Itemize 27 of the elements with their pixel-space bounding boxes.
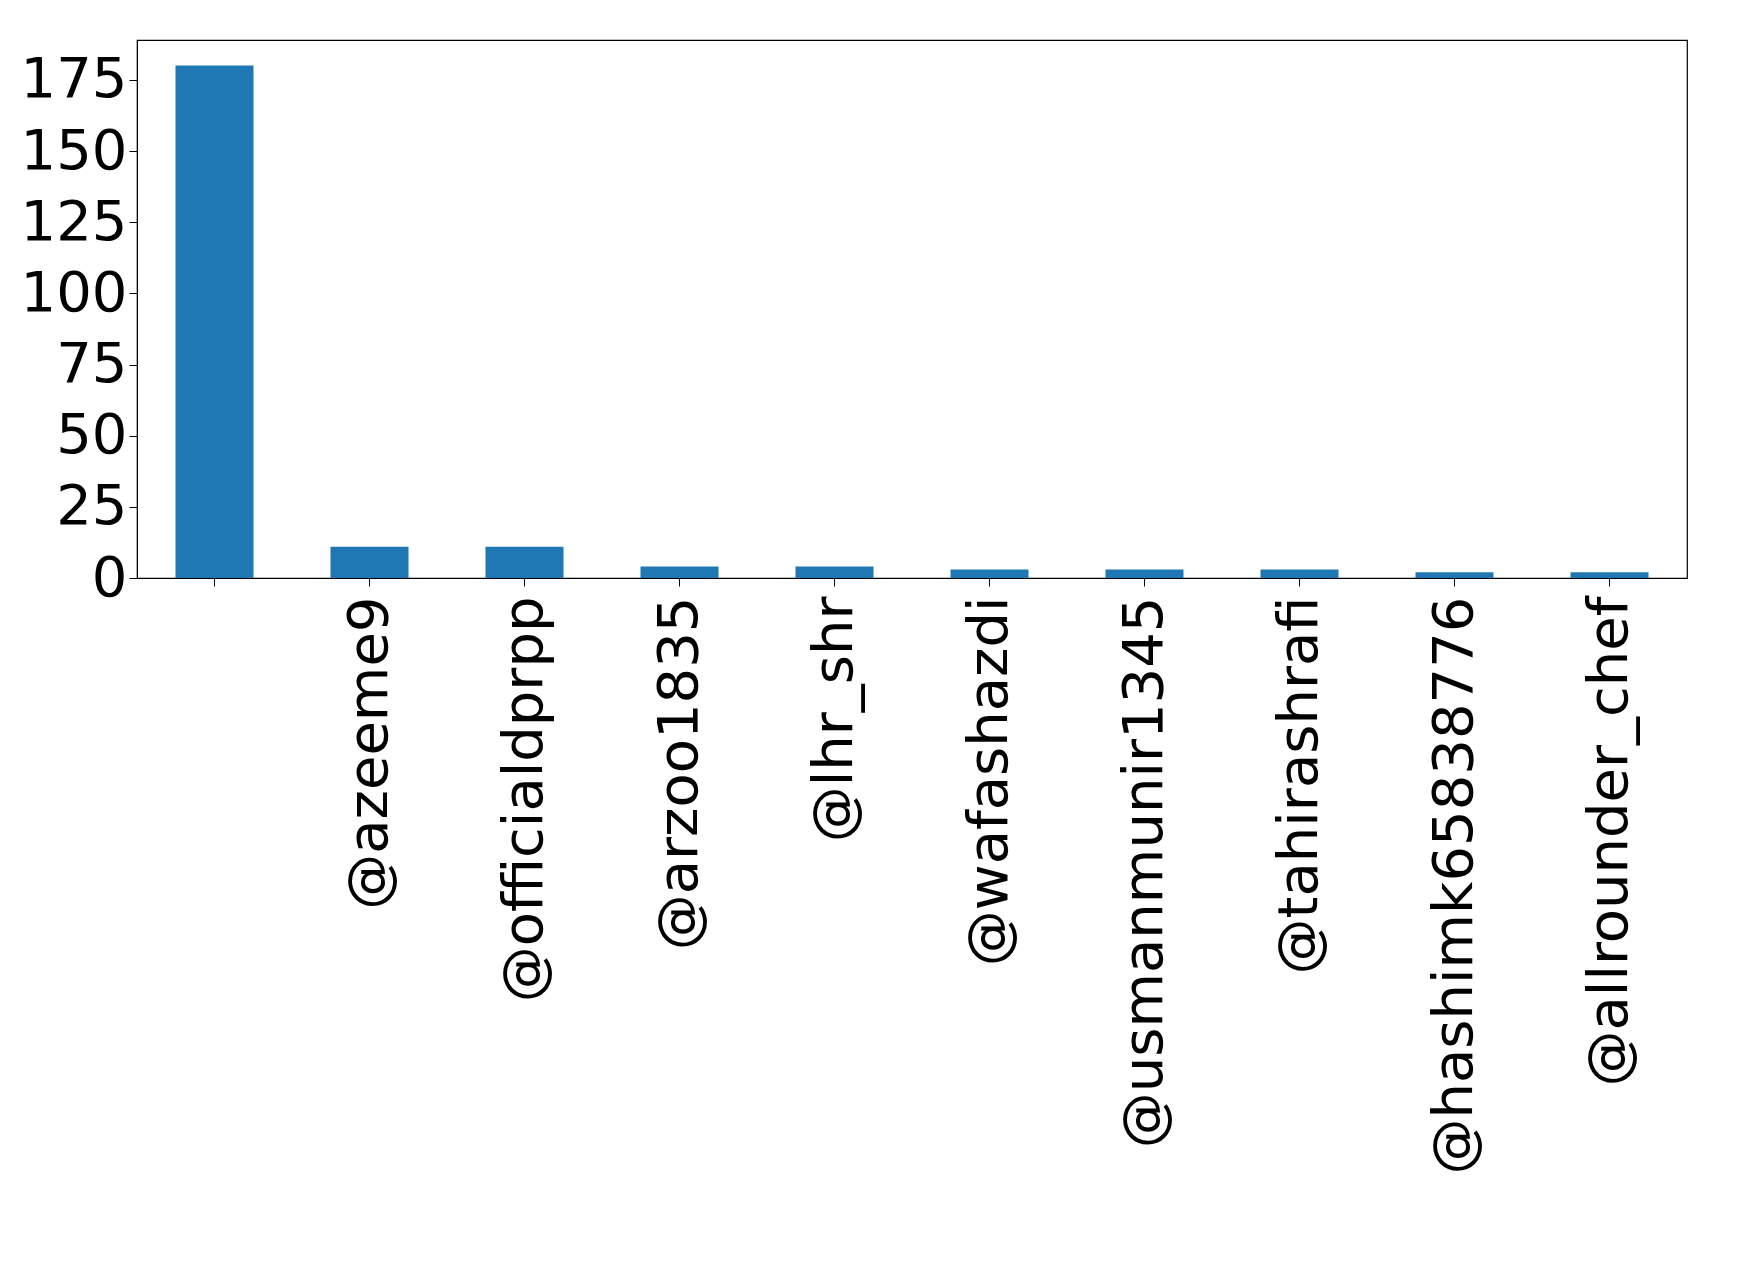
bar [330, 546, 409, 578]
y-tick-label: 25 [56, 472, 128, 538]
y-tick-label: 125 [20, 187, 128, 253]
y-tick-label: 75 [56, 330, 128, 396]
x-tick-label: @wafashazdi [954, 596, 1020, 967]
x-tick-label: @tahirashrafi [1264, 596, 1330, 975]
y-tick-label: 0 [91, 543, 128, 609]
bar [175, 65, 254, 578]
bar [1260, 569, 1339, 578]
bar [640, 566, 719, 578]
bar [1105, 569, 1184, 578]
y-tick-label: 50 [56, 401, 128, 467]
x-tick-label: @azeeme9 [334, 596, 400, 910]
bar [950, 569, 1029, 578]
x-tick-label: @lhr_shr [799, 595, 865, 843]
bar [1415, 572, 1494, 578]
y-tick-label: 100 [20, 258, 128, 324]
y-tick-label: 150 [20, 116, 128, 182]
x-tick-label: @usmanmunir1345 [1109, 596, 1175, 1149]
x-tick-label: @hashimk65838776 [1419, 596, 1485, 1175]
x-tick-label: @officialdprpp [489, 596, 555, 1003]
bar [1570, 572, 1649, 578]
bar [795, 566, 874, 578]
y-tick-label: 175 [20, 45, 128, 111]
x-tick-label: @arzoo1835 [644, 596, 710, 951]
bar [485, 546, 564, 578]
x-tick-label: @allrounder_chef [1574, 595, 1640, 1087]
